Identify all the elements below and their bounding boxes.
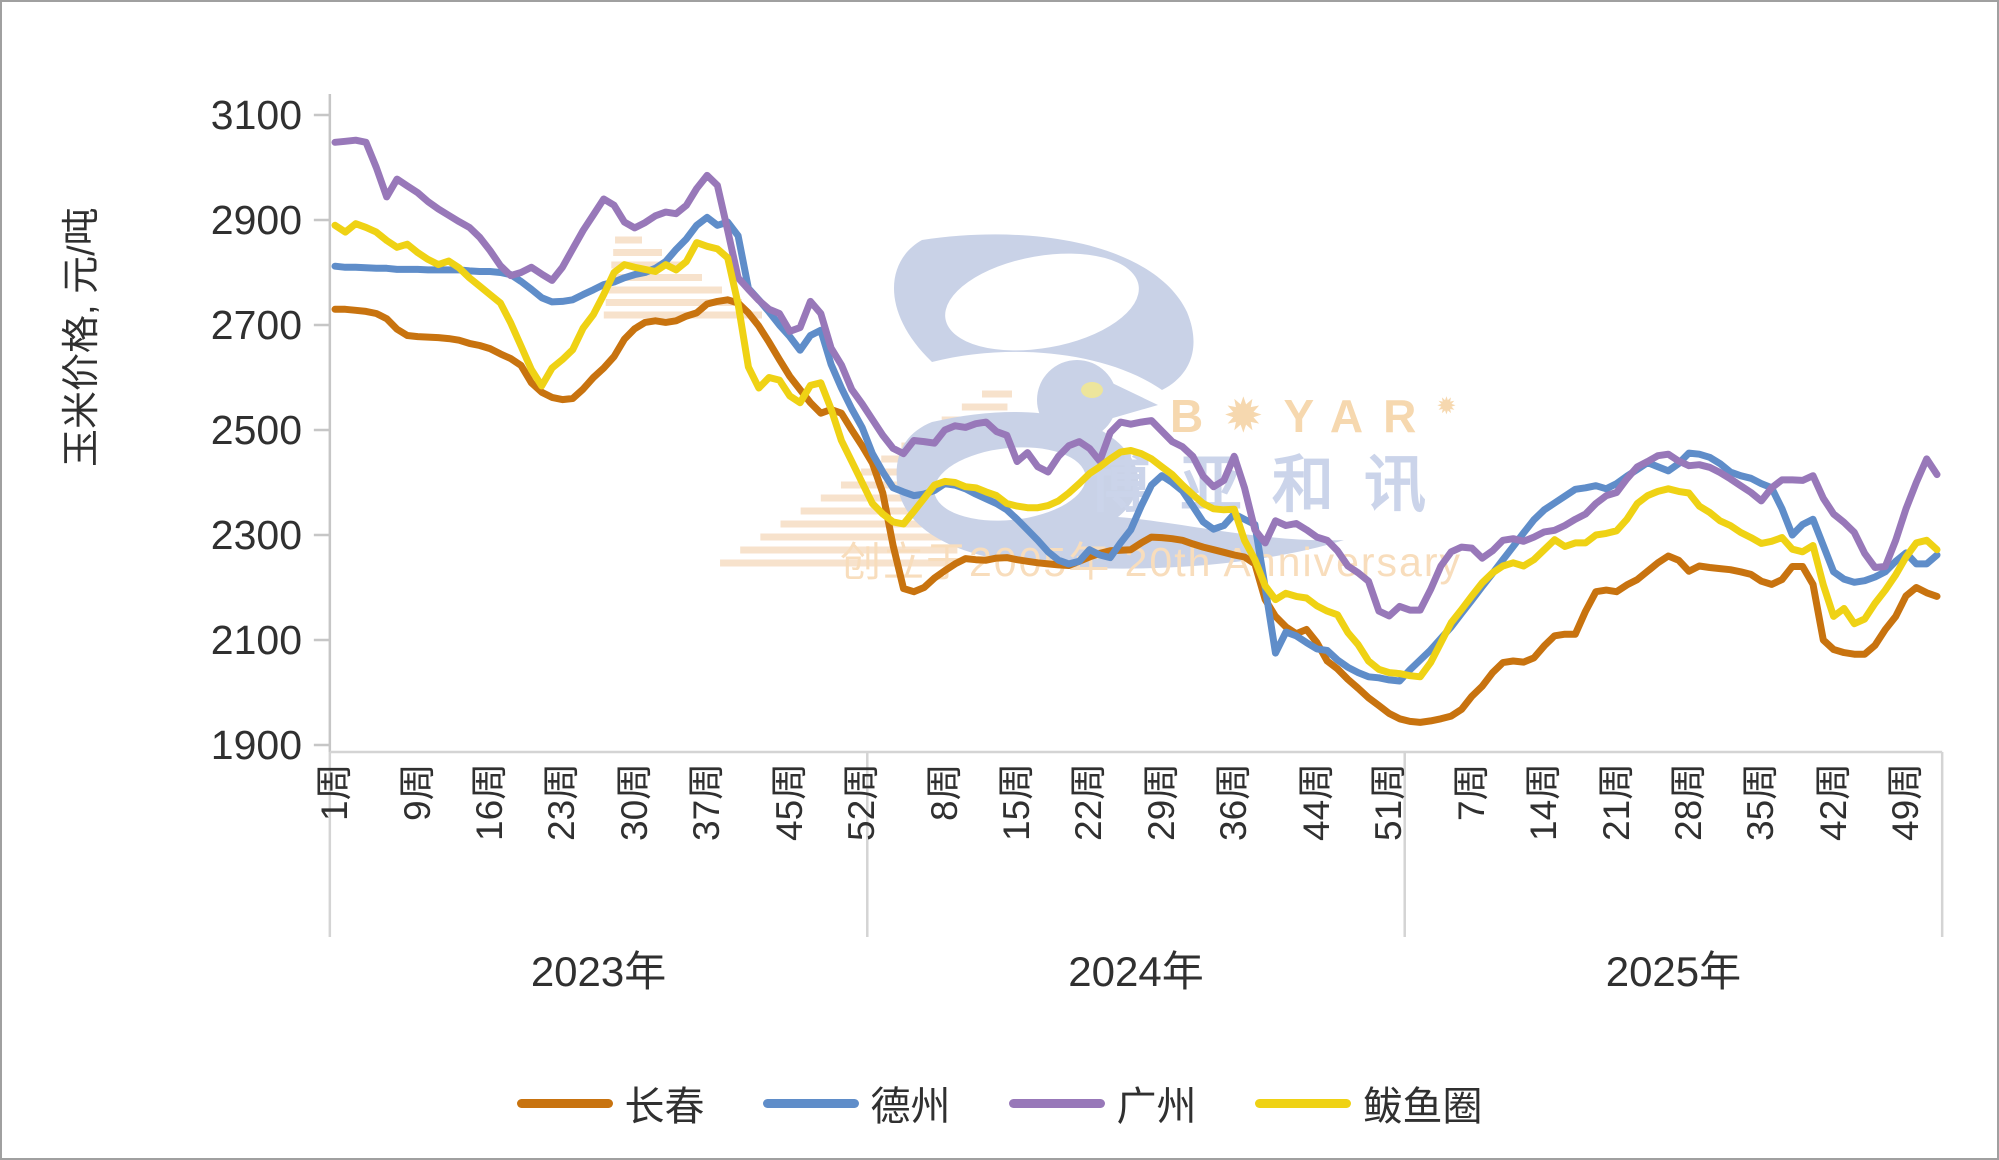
- legend-swatch-icon: [1008, 1098, 1105, 1108]
- legend-label: 德州: [870, 1085, 951, 1129]
- series-line-长春: [331, 296, 1941, 726]
- series-line-德州: [331, 213, 1941, 685]
- sunburst-small-icon: ✹: [1436, 393, 1457, 420]
- legend-item-德州: 德州: [762, 1074, 951, 1132]
- watermark-brand-cn: 博亚和讯: [1088, 451, 1457, 520]
- legend-item-鲅鱼圈: 鲅鱼圈: [1254, 1074, 1483, 1132]
- legend-item-长春: 长春: [516, 1074, 705, 1132]
- watermark-tagline: 创立于2005年 20th Anniversary: [840, 539, 1462, 585]
- sunburst-o-icon: ✹: [1223, 390, 1284, 443]
- legend-swatch-icon: [762, 1098, 859, 1108]
- legend-label: 鲅鱼圈: [1362, 1085, 1483, 1129]
- legend-swatch-icon: [1254, 1098, 1351, 1108]
- legend-label: 广州: [1116, 1085, 1197, 1129]
- series-line-广州: [331, 136, 1941, 620]
- watermark-brand-text: B✹YAR✹: [1170, 390, 1457, 443]
- legend-swatch-icon: [516, 1098, 613, 1108]
- series-line-鲅鱼圈: [331, 220, 1941, 681]
- legend: 长春 德州 广州 鲅鱼圈: [2, 1074, 1997, 1132]
- dove-logo-icon: [893, 234, 1344, 569]
- bird-eye: [1081, 382, 1103, 398]
- legend-item-广州: 广州: [1008, 1074, 1197, 1132]
- legend-label: 长春: [624, 1085, 705, 1129]
